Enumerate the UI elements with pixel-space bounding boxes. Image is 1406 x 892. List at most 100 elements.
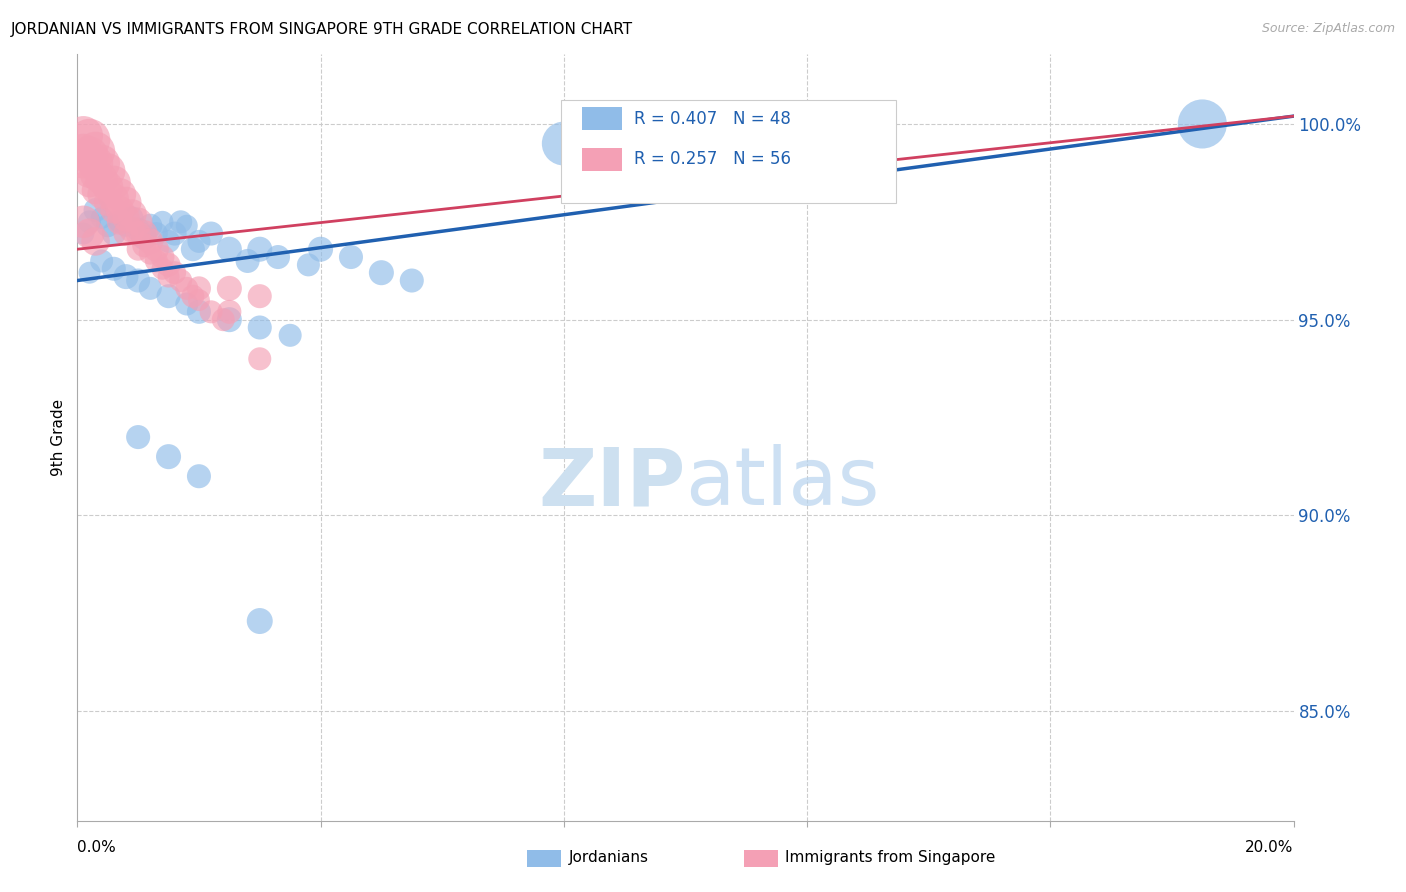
- Point: [108, 215, 131, 229]
- Point: [127, 273, 149, 287]
- Point: [553, 136, 575, 151]
- Point: [134, 227, 156, 241]
- Point: [103, 227, 125, 241]
- Point: [121, 222, 143, 236]
- Point: [297, 258, 319, 272]
- Text: Jordanians: Jordanians: [568, 850, 648, 865]
- Point: [139, 235, 162, 249]
- Point: [340, 250, 363, 264]
- Point: [90, 156, 112, 170]
- Text: R = 0.257   N = 56: R = 0.257 N = 56: [634, 151, 792, 169]
- Point: [72, 156, 94, 170]
- Point: [108, 187, 131, 202]
- FancyBboxPatch shape: [582, 148, 623, 171]
- Point: [181, 242, 204, 256]
- Point: [267, 250, 290, 264]
- FancyBboxPatch shape: [527, 850, 561, 867]
- Point: [103, 261, 125, 276]
- Point: [401, 273, 423, 287]
- Point: [97, 179, 120, 194]
- Point: [145, 227, 167, 241]
- Point: [170, 273, 193, 287]
- Point: [121, 207, 143, 221]
- Point: [163, 227, 186, 241]
- Point: [370, 266, 392, 280]
- Point: [163, 266, 186, 280]
- Y-axis label: 9th Grade: 9th Grade: [51, 399, 66, 475]
- Point: [176, 281, 198, 295]
- Point: [134, 230, 156, 244]
- Point: [157, 258, 180, 272]
- Point: [84, 156, 107, 170]
- Point: [309, 242, 332, 256]
- Point: [139, 246, 162, 260]
- Point: [72, 227, 94, 241]
- Text: R = 0.407   N = 48: R = 0.407 N = 48: [634, 110, 792, 128]
- Point: [103, 176, 125, 190]
- Point: [72, 128, 94, 143]
- Point: [181, 289, 204, 303]
- Point: [170, 215, 193, 229]
- FancyBboxPatch shape: [561, 100, 896, 203]
- Point: [212, 312, 235, 326]
- Point: [157, 269, 180, 284]
- Point: [103, 203, 125, 218]
- Point: [127, 430, 149, 444]
- Point: [103, 191, 125, 205]
- Point: [127, 242, 149, 256]
- Text: atlas: atlas: [686, 444, 880, 522]
- Point: [115, 195, 138, 210]
- Point: [152, 215, 174, 229]
- Point: [249, 289, 271, 303]
- Point: [188, 235, 211, 249]
- Point: [139, 281, 162, 295]
- Point: [218, 281, 240, 295]
- FancyBboxPatch shape: [582, 107, 623, 130]
- Point: [145, 242, 167, 256]
- Point: [249, 351, 271, 366]
- Text: ZIP: ZIP: [538, 444, 686, 522]
- Point: [79, 227, 101, 241]
- Point: [134, 238, 156, 252]
- Point: [84, 184, 107, 198]
- Point: [84, 235, 107, 249]
- Point: [145, 254, 167, 268]
- Text: JORDANIAN VS IMMIGRANTS FROM SINGAPORE 9TH GRADE CORRELATION CHART: JORDANIAN VS IMMIGRANTS FROM SINGAPORE 9…: [11, 22, 633, 37]
- Point: [84, 145, 107, 159]
- Point: [278, 328, 301, 343]
- Point: [157, 235, 180, 249]
- FancyBboxPatch shape: [744, 850, 778, 867]
- Point: [200, 227, 222, 241]
- Point: [188, 281, 211, 295]
- Point: [79, 148, 101, 162]
- Point: [90, 187, 112, 202]
- Point: [218, 312, 240, 326]
- Text: Source: ZipAtlas.com: Source: ZipAtlas.com: [1261, 22, 1395, 36]
- Point: [249, 320, 271, 334]
- Point: [115, 227, 138, 241]
- Point: [90, 171, 112, 186]
- Point: [79, 133, 101, 147]
- Point: [236, 254, 259, 268]
- Point: [152, 250, 174, 264]
- Point: [97, 195, 120, 210]
- Point: [188, 469, 211, 483]
- Point: [79, 266, 101, 280]
- Point: [84, 203, 107, 218]
- Point: [249, 614, 271, 628]
- Point: [90, 211, 112, 225]
- Point: [97, 164, 120, 178]
- Point: [115, 211, 138, 225]
- Point: [218, 305, 240, 319]
- Point: [249, 242, 271, 256]
- Point: [1191, 117, 1213, 131]
- Point: [127, 222, 149, 236]
- Point: [152, 261, 174, 276]
- Point: [97, 219, 120, 233]
- Point: [139, 219, 162, 233]
- Point: [84, 168, 107, 182]
- Point: [176, 219, 198, 233]
- Point: [79, 176, 101, 190]
- Point: [188, 305, 211, 319]
- Point: [121, 211, 143, 225]
